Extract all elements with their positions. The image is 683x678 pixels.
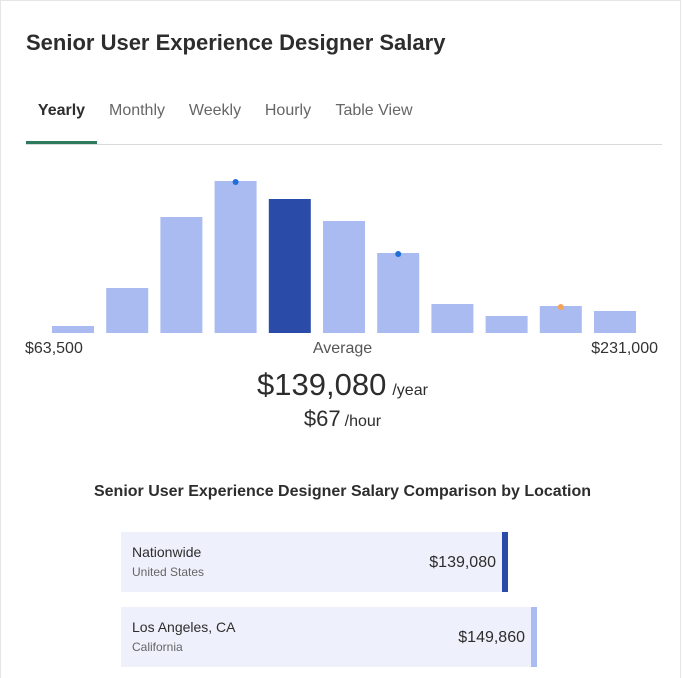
histogram-marker	[395, 251, 402, 257]
histogram-bar[interactable]	[268, 199, 311, 333]
tab-hourly[interactable]: Hourly	[264, 102, 312, 119]
tab-weekly[interactable]: Weekly	[188, 102, 242, 119]
location-row-nationwide[interactable]: Nationwide United States $139,080	[121, 532, 508, 592]
comparison-title: Senior User Experience Designer Salary C…	[93, 483, 592, 500]
yearly-unit: /year	[392, 382, 428, 399]
salary-histogram	[52, 179, 636, 333]
histogram-bar[interactable]	[377, 253, 420, 333]
yearly-amount: $139,080	[257, 367, 387, 402]
tab-monthly[interactable]: Monthly	[108, 102, 166, 119]
location-row-los-angeles[interactable]: Los Angeles, CA California $149,860	[121, 607, 537, 667]
location-salary: $139,080	[429, 554, 496, 571]
location-sub: California	[132, 640, 183, 654]
histogram-marker	[557, 304, 564, 310]
histogram-bar[interactable]	[431, 304, 474, 333]
histogram-bar[interactable]	[485, 316, 528, 333]
location-sub: United States	[132, 565, 205, 579]
page-title: Senior User Experience Designer Salary	[26, 30, 446, 55]
yearly-salary: $139,080/year	[1, 367, 683, 403]
period-tabs: Yearly Monthly Weekly Hourly Table View	[26, 89, 662, 145]
histogram-bar[interactable]	[52, 326, 94, 333]
location-name: Nationwide	[132, 544, 202, 560]
tab-table-view[interactable]: Table View	[335, 102, 413, 119]
location-accent-bar	[502, 532, 508, 592]
range-min-label: $63,500	[25, 340, 83, 357]
histogram-bar[interactable]	[594, 311, 636, 333]
hourly-amount: $67	[303, 406, 341, 431]
histogram-bar[interactable]	[323, 221, 365, 333]
location-accent-bar	[531, 607, 537, 667]
average-label: Average	[312, 340, 373, 357]
location-salary: $149,860	[458, 629, 525, 646]
histogram-marker	[232, 179, 239, 185]
histogram-bar[interactable]	[106, 288, 149, 333]
histogram-bar[interactable]	[539, 306, 582, 333]
location-name: Los Angeles, CA	[132, 619, 236, 635]
histogram-bar[interactable]	[160, 217, 203, 333]
tab-yearly[interactable]: Yearly	[26, 89, 97, 144]
range-max-label: $231,000	[591, 340, 658, 357]
histogram-bar[interactable]	[214, 181, 257, 333]
hourly-unit: /hour	[344, 413, 382, 430]
hourly-salary: $67/hour	[1, 406, 683, 432]
